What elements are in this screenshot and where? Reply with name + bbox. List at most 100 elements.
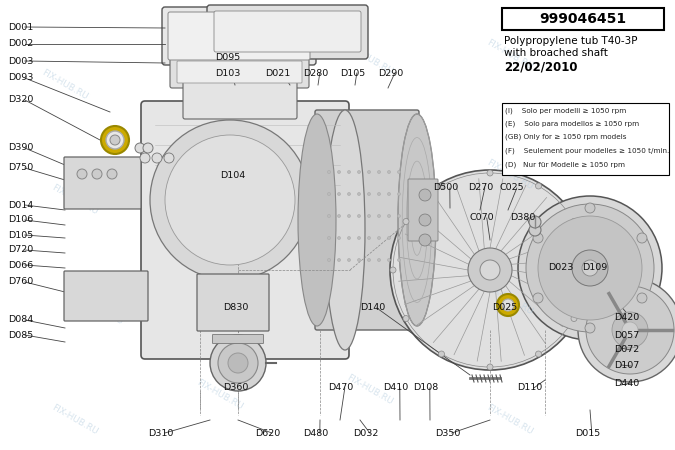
Circle shape [387, 237, 391, 239]
Text: D830: D830 [223, 303, 248, 312]
Text: D003: D003 [8, 57, 33, 66]
FancyBboxPatch shape [162, 7, 316, 65]
Circle shape [348, 193, 350, 195]
Text: C025: C025 [500, 184, 524, 193]
Circle shape [358, 237, 360, 239]
Circle shape [533, 233, 543, 243]
Circle shape [367, 237, 371, 239]
Circle shape [338, 193, 340, 195]
Circle shape [533, 293, 543, 303]
Circle shape [538, 216, 642, 320]
Text: D390: D390 [8, 144, 33, 153]
Text: FIX-HUB.RU: FIX-HUB.RU [190, 168, 240, 202]
Circle shape [152, 153, 162, 163]
Circle shape [622, 322, 638, 338]
Circle shape [165, 135, 295, 265]
Circle shape [585, 323, 595, 333]
Circle shape [487, 364, 493, 370]
Ellipse shape [325, 110, 365, 350]
Text: D001: D001 [8, 22, 33, 32]
Text: D320: D320 [8, 95, 33, 104]
Text: FIX-HUB.RU: FIX-HUB.RU [40, 68, 90, 102]
Text: D015: D015 [575, 428, 600, 437]
Text: D108: D108 [413, 383, 438, 392]
Circle shape [338, 215, 340, 217]
Circle shape [582, 260, 598, 276]
Circle shape [228, 353, 248, 373]
Circle shape [358, 215, 360, 217]
Circle shape [135, 143, 145, 153]
Text: FIX-HUB.RU: FIX-HUB.RU [346, 373, 395, 407]
Circle shape [327, 193, 331, 195]
Circle shape [367, 258, 371, 261]
Text: 999046451: 999046451 [539, 12, 626, 26]
FancyBboxPatch shape [170, 56, 309, 88]
Text: FIX-HUB.RU: FIX-HUB.RU [485, 403, 535, 437]
Text: FIX-HUB.RU: FIX-HUB.RU [485, 38, 535, 72]
Circle shape [584, 267, 590, 273]
FancyBboxPatch shape [64, 271, 148, 321]
Text: Polypropylene tub T40-3P: Polypropylene tub T40-3P [504, 36, 637, 46]
Text: D032: D032 [353, 428, 379, 437]
Circle shape [150, 120, 310, 280]
Circle shape [578, 278, 675, 382]
Circle shape [571, 219, 577, 225]
Circle shape [390, 267, 396, 273]
Text: FIX-HUB.RU: FIX-HUB.RU [195, 378, 244, 412]
Text: D105: D105 [340, 68, 365, 77]
Circle shape [502, 299, 514, 311]
FancyBboxPatch shape [197, 274, 269, 331]
Text: D380: D380 [510, 213, 535, 222]
Circle shape [210, 335, 266, 391]
Circle shape [377, 237, 381, 239]
Text: D104: D104 [220, 171, 245, 180]
Text: D620: D620 [255, 428, 280, 437]
Ellipse shape [398, 114, 436, 326]
Text: (D)   Nur für Modelle ≥ 1050 rpm: (D) Nur für Modelle ≥ 1050 rpm [505, 161, 625, 167]
Circle shape [338, 258, 340, 261]
Circle shape [637, 293, 647, 303]
Circle shape [348, 215, 350, 217]
Circle shape [348, 258, 350, 261]
Text: D095: D095 [215, 53, 240, 62]
Circle shape [529, 224, 541, 236]
Text: D410: D410 [383, 383, 408, 392]
Text: D440: D440 [614, 378, 639, 387]
Circle shape [419, 234, 431, 246]
Circle shape [439, 351, 445, 357]
Bar [502, 8, 664, 30]
FancyBboxPatch shape [207, 5, 368, 59]
Circle shape [358, 258, 360, 261]
Circle shape [327, 258, 331, 261]
Circle shape [529, 216, 541, 228]
Text: D084: D084 [8, 315, 33, 324]
FancyBboxPatch shape [213, 334, 263, 343]
Circle shape [358, 171, 360, 174]
Text: FIX-HUB.RU: FIX-HUB.RU [190, 53, 240, 87]
Text: D072: D072 [614, 346, 639, 355]
FancyBboxPatch shape [214, 11, 361, 52]
Text: FIX-HUB.RU: FIX-HUB.RU [485, 158, 535, 192]
Text: D470: D470 [328, 383, 353, 392]
Text: D093: D093 [8, 73, 33, 82]
Circle shape [571, 315, 577, 321]
Circle shape [327, 215, 331, 217]
Text: D014: D014 [8, 201, 33, 210]
Circle shape [338, 171, 340, 174]
Text: D103: D103 [215, 68, 240, 77]
Text: (GB) Only for ≥ 1050 rpm models: (GB) Only for ≥ 1050 rpm models [505, 134, 626, 140]
Circle shape [518, 196, 662, 340]
Circle shape [398, 171, 400, 174]
Text: 22/02/2010: 22/02/2010 [504, 60, 578, 73]
Circle shape [338, 237, 340, 239]
Circle shape [327, 237, 331, 239]
FancyBboxPatch shape [168, 12, 310, 60]
Circle shape [398, 237, 400, 239]
Text: D500: D500 [433, 184, 458, 193]
Circle shape [387, 258, 391, 261]
Circle shape [77, 169, 87, 179]
Circle shape [327, 171, 331, 174]
Circle shape [497, 294, 519, 316]
FancyBboxPatch shape [64, 157, 141, 209]
Text: with broached shaft: with broached shaft [504, 48, 608, 58]
